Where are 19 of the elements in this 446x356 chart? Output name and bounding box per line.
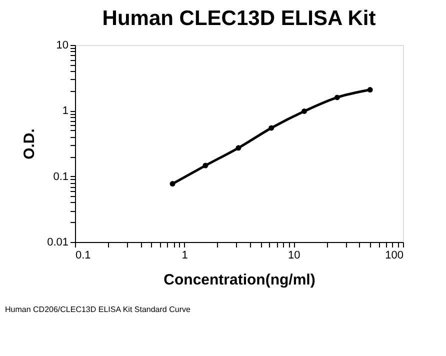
point (334, 94, 340, 100)
y-tick-label: 0.01 (47, 236, 68, 248)
text: Human CD206/CLEC13D ELISA Kit Standard Curve (5, 305, 191, 314)
y-axis-title: O.D. (21, 128, 38, 160)
point (367, 87, 373, 93)
point (170, 181, 176, 187)
y-tick-label: 0.1 (53, 170, 68, 183)
point (236, 145, 242, 151)
point (302, 108, 307, 114)
x-axis-title: Concentration(ng/ml) (164, 272, 316, 288)
x-tick-label: 1 (182, 250, 188, 262)
x-tick-label: 10 (288, 250, 300, 262)
x-tick-label: 0.1 (76, 250, 91, 262)
point (202, 162, 208, 168)
x-tick-label: 100 (385, 250, 404, 262)
y-tick-label: 10 (56, 40, 68, 52)
chart-title: Human CLEC13D ELISA Kit (102, 7, 376, 30)
point (268, 125, 274, 131)
y-tick-label: 1 (62, 105, 68, 118)
